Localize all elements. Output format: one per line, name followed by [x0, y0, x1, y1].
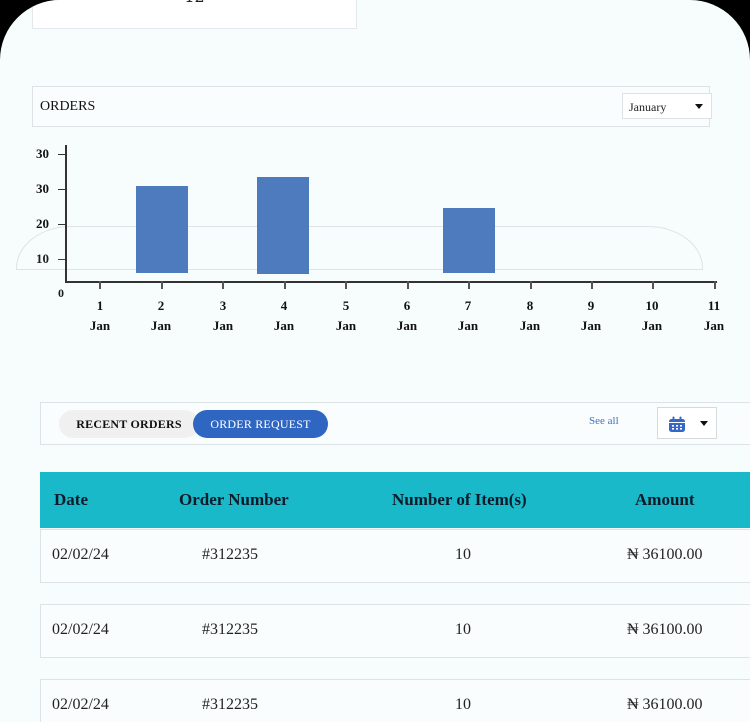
chevron-down-icon	[700, 421, 708, 426]
bar-7-jan[interactable]	[443, 208, 495, 273]
date-filter-button[interactable]	[657, 407, 717, 439]
x-tick-label: 10 Jan	[641, 298, 663, 333]
x-tick	[591, 281, 593, 289]
cell-items: 10	[455, 696, 471, 713]
tab-recent-orders[interactable]: RECENT ORDERS	[59, 410, 199, 438]
bar-4-jan[interactable]	[257, 177, 309, 274]
x-tick	[284, 281, 286, 289]
orders-table-header: Date Order Number Number of Item(s) Amou…	[40, 472, 750, 528]
x-tick	[407, 281, 409, 289]
x-tick	[345, 281, 347, 289]
x-tick	[99, 281, 101, 289]
cell-order-number: #312235	[202, 546, 258, 563]
see-all-link[interactable]: See all	[589, 415, 619, 427]
chart-overlay-shape	[16, 226, 703, 270]
y-zero-label: 0	[58, 286, 64, 300]
x-tick	[714, 281, 716, 289]
x-tick-label: 8 Jan	[519, 298, 541, 333]
stat-card: 12	[32, 0, 357, 29]
orders-tabs-bar: RECENT ORDERS ORDER REQUEST See all	[40, 402, 750, 445]
month-select[interactable]: January	[622, 93, 712, 119]
cell-amount: ₦ 36100.00	[627, 621, 703, 638]
y-tick	[58, 189, 65, 190]
y-tick-label: 30	[36, 181, 49, 196]
orders-panel-header: ORDERS January	[32, 86, 712, 127]
table-row[interactable]: 02/02/24 #312235 10 ₦ 36100.00	[40, 529, 750, 583]
x-tick-label: 6 Jan	[396, 298, 418, 333]
cell-amount: ₦ 36100.00	[627, 696, 703, 713]
x-tick-label: 3 Jan	[212, 298, 234, 333]
cell-items: 10	[455, 546, 471, 563]
x-tick-label: 1 Jan	[89, 298, 111, 333]
chevron-down-icon	[695, 104, 703, 109]
month-select-value: January	[629, 100, 667, 114]
table-row[interactable]: 02/02/24 #312235 10 ₦ 36100.00	[40, 679, 750, 722]
y-tick-label: 20	[36, 216, 49, 231]
cell-order-number: #312235	[202, 621, 258, 638]
cell-date: 02/02/24	[52, 621, 109, 638]
column-header-date: Date	[54, 490, 88, 509]
orders-title: ORDERS	[40, 99, 96, 114]
x-tick	[652, 281, 654, 289]
orders-bar-chart: 30 30 20 10 0 1 Jan 2 Jan 3 Jan 4 Jan 5 Jan 6…	[0, 140, 750, 340]
x-tick-label: 4 Jan	[273, 298, 295, 333]
calendar-icon	[669, 416, 685, 432]
x-tick-label: 5 Jan	[335, 298, 357, 333]
x-tick-label: 9 Jan	[580, 298, 602, 333]
x-axis	[65, 281, 717, 283]
y-axis	[65, 145, 67, 282]
cell-order-number: #312235	[202, 696, 258, 713]
stat-value: 12	[33, 0, 356, 6]
column-header-amount: Amount	[635, 490, 695, 509]
tab-order-request[interactable]: ORDER REQUEST	[193, 410, 328, 438]
y-tick	[58, 224, 65, 225]
cell-date: 02/02/24	[52, 696, 109, 713]
x-tick	[222, 281, 224, 289]
x-tick	[530, 281, 532, 289]
x-tick-label: 11 Jan	[703, 298, 725, 333]
column-header-items: Number of Item(s)	[392, 490, 527, 509]
x-tick-label: 2 Jan	[150, 298, 172, 333]
y-tick	[58, 154, 65, 155]
x-tick	[468, 281, 470, 289]
cell-items: 10	[455, 621, 471, 638]
x-tick	[161, 281, 163, 289]
cell-amount: ₦ 36100.00	[627, 546, 703, 563]
column-header-order-number: Order Number	[179, 490, 289, 509]
table-row[interactable]: 02/02/24 #312235 10 ₦ 36100.00	[40, 604, 750, 658]
y-tick-label: 30	[36, 146, 49, 161]
bar-2-jan[interactable]	[136, 186, 188, 273]
x-tick-label: 7 Jan	[457, 298, 479, 333]
cell-date: 02/02/24	[52, 546, 109, 563]
